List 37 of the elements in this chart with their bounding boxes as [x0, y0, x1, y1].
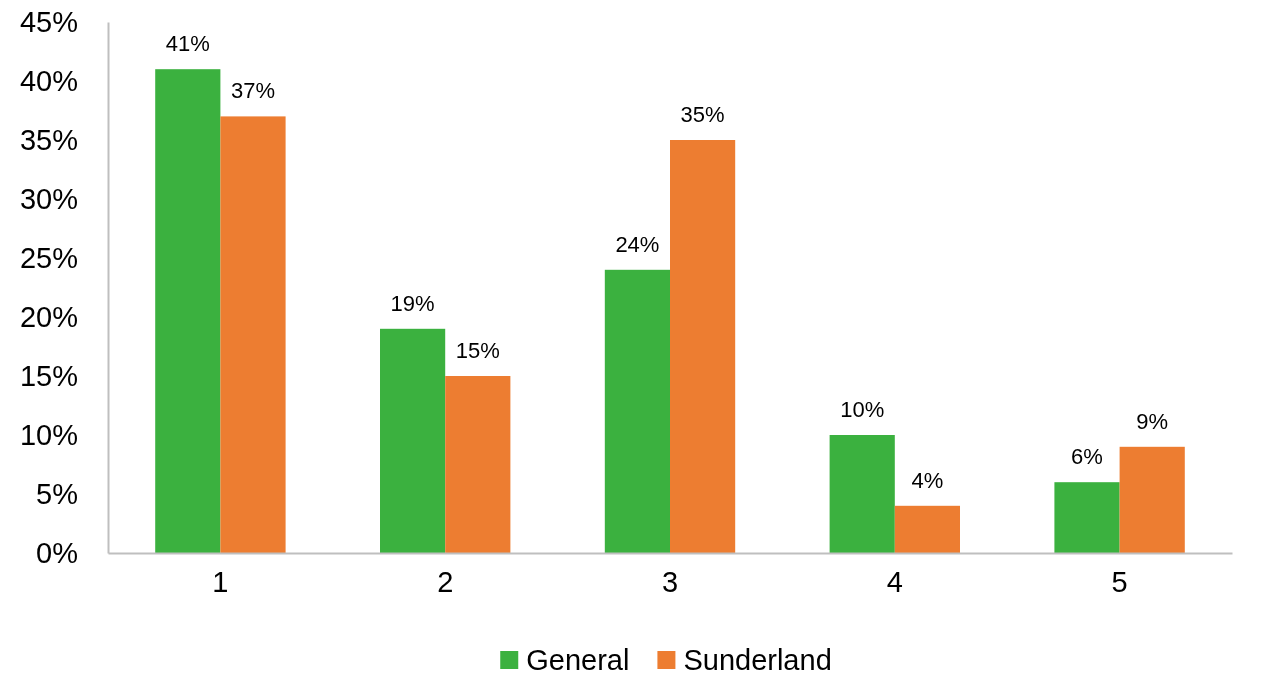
x-tick-label: 4: [886, 565, 903, 598]
legend-label: General: [526, 644, 630, 677]
bar: [829, 435, 895, 553]
bar: [1054, 482, 1120, 553]
bar: [155, 69, 221, 553]
y-tick-label: 15%: [19, 359, 78, 392]
data-label: 37%: [230, 78, 276, 104]
data-label: 24%: [615, 231, 660, 257]
data-label: 15%: [455, 338, 500, 363]
data-label: 4%: [911, 467, 944, 493]
y-tick-label: 35%: [19, 123, 78, 156]
y-tick-label: 20%: [19, 300, 78, 333]
y-tick-label: 0%: [36, 536, 78, 569]
bar: [445, 376, 511, 553]
y-tick-label: 30%: [19, 182, 78, 215]
y-tick-label: 45%: [19, 5, 78, 38]
y-tick-label: 5%: [36, 477, 78, 510]
x-tick-label: 3: [661, 565, 679, 598]
x-tick-label: 2: [437, 565, 454, 598]
bar: [380, 328, 446, 553]
data-label: 35%: [680, 102, 725, 127]
data-label: 10%: [840, 397, 885, 422]
bar: [670, 140, 736, 553]
x-tick-label: 1: [212, 565, 229, 598]
y-tick-label: 40%: [19, 64, 78, 97]
data-label: 41%: [165, 31, 210, 57]
y-tick-label: 25%: [19, 241, 78, 274]
data-label: 6%: [1071, 444, 1103, 470]
y-tick-label: 10%: [19, 418, 78, 451]
bar: [220, 116, 286, 553]
bar: [894, 505, 960, 553]
x-tick-label: 5: [1111, 565, 1128, 598]
data-label: 19%: [390, 290, 435, 316]
legend-label: Sunderland: [683, 644, 832, 677]
data-label: 9%: [1136, 408, 1169, 434]
bar: [604, 269, 670, 553]
bar: [1119, 446, 1185, 553]
